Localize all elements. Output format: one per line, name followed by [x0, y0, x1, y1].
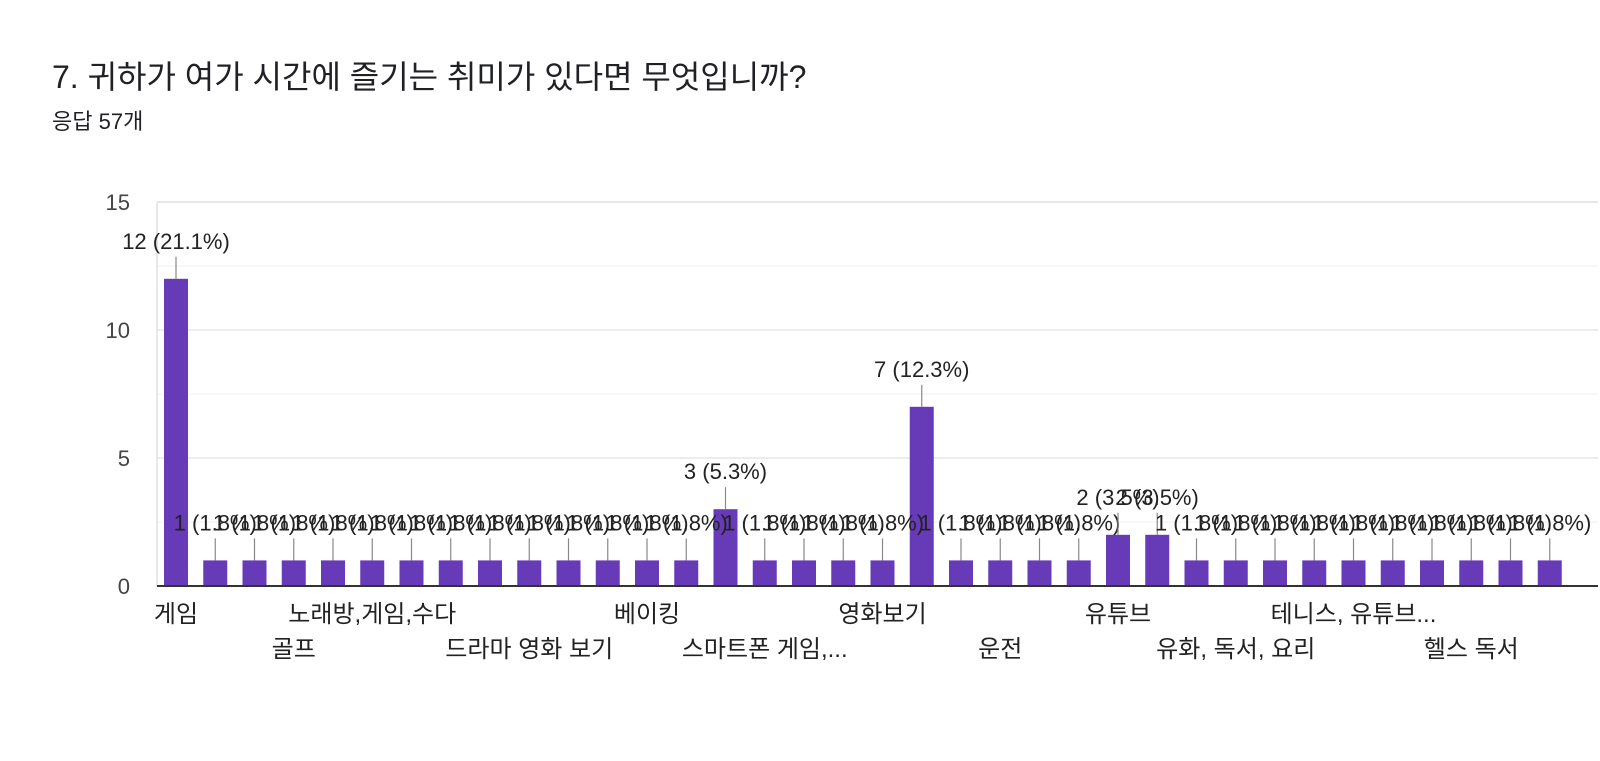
x-category-label: 스마트폰 게임,...	[682, 636, 848, 663]
x-category-label: 드라마 영화 보기	[445, 636, 613, 663]
x-category-label: 운전	[978, 636, 1022, 663]
x-category-label: 유화, 독서, 요리	[1156, 636, 1315, 663]
bar	[595, 560, 620, 586]
bar	[1498, 560, 1523, 586]
bar	[1263, 560, 1287, 586]
response-count: 응답 57개	[52, 109, 144, 134]
bar	[792, 560, 816, 586]
bar	[438, 560, 463, 586]
x-category-label: 유튜브	[1085, 601, 1151, 628]
data-label: 7 (12.3%)	[874, 357, 969, 382]
bar	[399, 560, 424, 586]
bar	[164, 278, 188, 586]
bar	[674, 560, 699, 586]
data-label: 1 (1.8%)	[919, 510, 1002, 535]
data-label: 1 (1.8%)	[409, 510, 492, 535]
data-label: 1 (1.8%)	[959, 510, 1042, 535]
x-category-label: 헬스 독서	[1424, 636, 1519, 663]
data-label: 1 (1.8%)	[213, 510, 296, 535]
bar	[949, 560, 973, 586]
bar	[635, 560, 659, 586]
y-tick-label: 15	[106, 190, 130, 215]
data-label: 1 (1.8%)	[252, 510, 335, 535]
y-tick-label: 10	[106, 318, 130, 343]
bar	[242, 560, 267, 586]
data-label: 1 (1.8%)	[998, 510, 1081, 535]
bar	[1420, 560, 1444, 586]
x-category-label: 노래방,게임,수다	[288, 601, 456, 628]
bar	[1537, 560, 1562, 586]
bar	[321, 560, 345, 586]
bar	[478, 560, 502, 586]
x-category-label: 영화보기	[838, 601, 926, 628]
y-tick-label: 5	[118, 446, 130, 471]
data-label: 2 (3.5%)	[1076, 485, 1159, 510]
bar	[281, 560, 306, 586]
bar	[1380, 560, 1405, 586]
bar	[831, 560, 856, 586]
bar	[1223, 560, 1248, 586]
bar	[517, 560, 542, 586]
data-label: 1 (1.8%)	[1312, 510, 1395, 535]
data-label: 3 (5.3%)	[684, 459, 767, 484]
data-label: 2 (3.5%)	[1116, 485, 1199, 510]
data-label: 1 (1.8%)	[448, 510, 531, 535]
data-label: 1 (1.8%)	[488, 510, 571, 535]
bar	[556, 560, 581, 586]
data-label: 1 (1.8%)	[723, 510, 806, 535]
data-label: 1 (1.8%)	[1194, 510, 1277, 535]
data-label: 1 (1.8%)	[370, 510, 453, 535]
data-label: 1 (1.8%)	[1390, 510, 1473, 535]
data-label: 1 (1.8%)	[1233, 510, 1316, 535]
bar	[713, 509, 738, 586]
data-label: 1 (1.8%)	[841, 510, 924, 535]
bar	[1145, 534, 1170, 586]
x-category-label: 게임	[154, 601, 198, 628]
data-label: 1 (1.8%)	[605, 510, 688, 535]
data-label: 1 (1.8%)	[762, 510, 845, 535]
bar	[988, 560, 1013, 586]
question-title: 7. 귀하가 여가 시간에 즐기는 취미가 있다면 무엇입니까?	[52, 59, 807, 95]
bar	[752, 560, 777, 586]
data-label: 1 (1.8%)	[527, 510, 610, 535]
y-tick-label: 0	[118, 574, 130, 599]
bar	[1027, 560, 1052, 586]
bar	[909, 406, 934, 586]
data-label: 1 (1.8%)	[331, 510, 414, 535]
data-label: 1 (1.8%)	[1155, 510, 1238, 535]
bar	[1184, 560, 1209, 586]
data-label: 1 (1.8%)	[1508, 510, 1591, 535]
bar	[1302, 560, 1327, 586]
bar	[870, 560, 895, 586]
data-label: 1 (1.8%)	[1469, 510, 1552, 535]
bar	[1341, 560, 1366, 586]
data-label: 1 (1.8%)	[802, 510, 885, 535]
bar	[1066, 560, 1091, 586]
data-label: 1 (1.8%)	[1430, 510, 1513, 535]
data-label: 1 (1.8%)	[1037, 510, 1120, 535]
data-label: 1 (1.8%)	[291, 510, 374, 535]
bar	[1106, 534, 1130, 586]
data-label: 1 (1.8%)	[174, 510, 257, 535]
bar	[360, 560, 385, 586]
bar	[203, 560, 228, 586]
data-label: 12 (21.1%)	[122, 229, 230, 254]
x-category-label: 골프	[272, 636, 316, 663]
bar	[1459, 560, 1484, 586]
data-label: 1 (1.8%)	[1273, 510, 1356, 535]
x-category-label: 테니스, 유튜브...	[1271, 601, 1437, 628]
x-category-label: 베이킹	[614, 601, 680, 628]
data-label: 1 (1.8%)	[645, 510, 728, 535]
data-label: 1 (1.8%)	[1351, 510, 1434, 535]
data-label: 1 (1.8%)	[566, 510, 649, 535]
